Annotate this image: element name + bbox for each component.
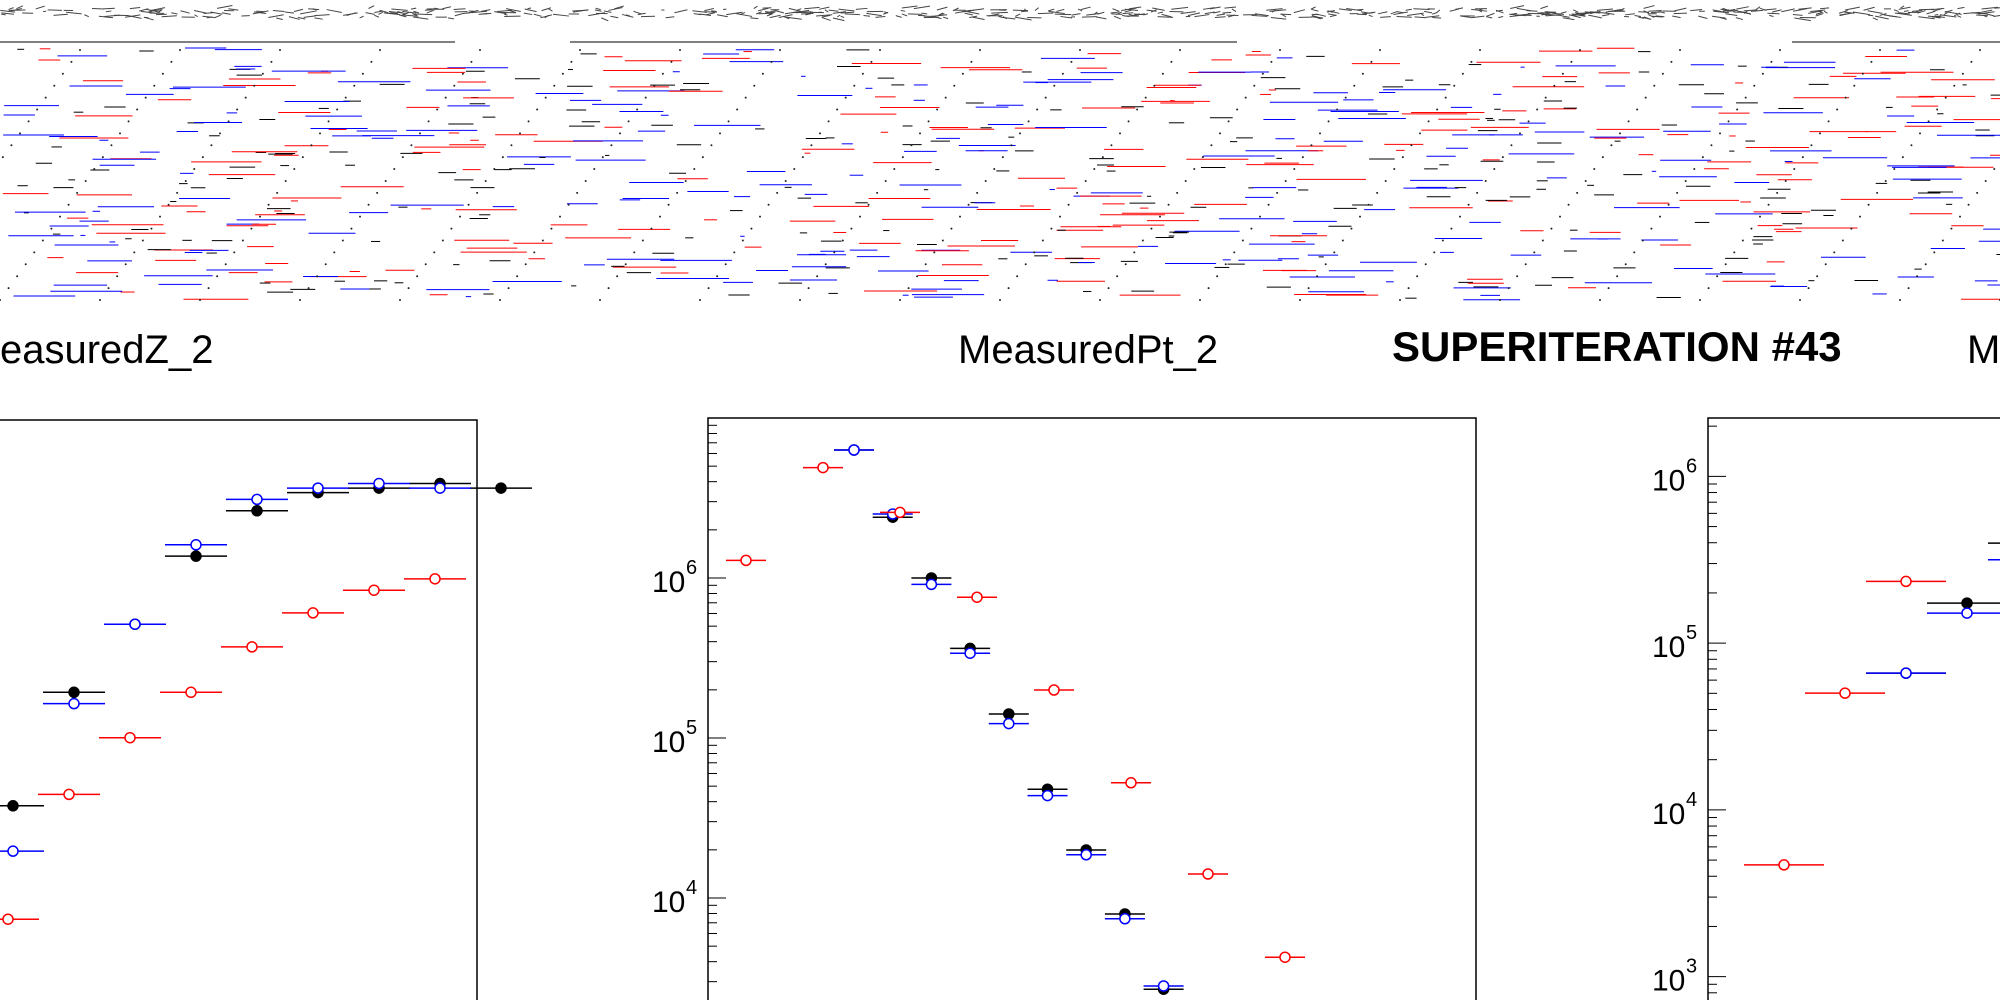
red-point (1778, 859, 1790, 871)
y-tick-label-exponent: 4 (1686, 789, 1697, 811)
blue-point (964, 647, 976, 659)
red-point (1900, 575, 1912, 588)
red-point (124, 731, 136, 744)
y-tick-label: 10 (1652, 631, 1685, 664)
blue-point (373, 477, 385, 490)
plot-title-left: easuredZ_2 (0, 328, 213, 372)
red-point (1839, 687, 1851, 699)
red-point (368, 584, 380, 596)
black-point (495, 482, 507, 494)
blue-point (129, 618, 141, 630)
red-point (894, 506, 906, 519)
black-point (190, 550, 202, 562)
y-tick-label-exponent: 6 (1686, 455, 1697, 477)
blue-point (251, 493, 263, 506)
blue-point (68, 697, 80, 710)
y-tick-label: 10 (1652, 965, 1685, 998)
red-point (429, 573, 441, 585)
blue-point (434, 482, 446, 494)
blue-point (1157, 980, 1170, 992)
red-point (1125, 777, 1137, 789)
red-point (185, 686, 197, 699)
background-panel-strip (0, 5, 2000, 301)
y-tick-label: 10 (652, 726, 685, 759)
y-tick-label: 10 (652, 566, 685, 599)
y-tick-label-exponent: 5 (1686, 622, 1697, 644)
y-tick-label: 10 (652, 886, 685, 919)
y-tick-label-exponent: 3 (1686, 956, 1697, 978)
plot-frame-0 (0, 419, 478, 1000)
black-point (68, 686, 80, 699)
superiteration-banner: SUPERITERATION #43 (1392, 323, 1842, 370)
y-tick-label-exponent: 5 (686, 717, 697, 739)
blue-point (1080, 849, 1092, 861)
red-point (971, 591, 983, 603)
y-tick-label-exponent: 4 (686, 877, 697, 899)
red-point (246, 641, 258, 653)
plot-frame-1 (707, 417, 1477, 1000)
red-point (1279, 951, 1291, 963)
plot-title-middle: MeasuredPt_2 (958, 328, 1218, 372)
plot-title-right: M (1967, 328, 2000, 372)
red-point (1048, 684, 1060, 696)
blue-point (1003, 717, 1015, 730)
blue-point (1041, 789, 1054, 802)
plot-frame-2 (1707, 417, 2000, 1000)
plot-frames (0, 417, 2000, 1000)
red-point (740, 554, 752, 567)
black-point (1003, 708, 1015, 720)
red-point (817, 461, 829, 474)
data-markers (0, 444, 2000, 995)
black-point (251, 505, 263, 517)
y-tick-label: 10 (1652, 798, 1685, 831)
blue-point (190, 539, 202, 551)
blue-point (848, 444, 860, 456)
y-tick-label: 10 (1652, 464, 1685, 497)
red-point (63, 788, 75, 801)
red-point (1202, 868, 1214, 880)
black-point (7, 800, 19, 812)
blue-point (1900, 667, 1912, 679)
blue-point (925, 578, 938, 591)
blue-point (1961, 607, 1973, 619)
axis-ticks: 10 610 510 410 610 510 410 3 (652, 417, 1726, 998)
blue-point (312, 482, 324, 494)
red-point (307, 607, 319, 619)
blue-point (1119, 913, 1131, 925)
black-point (1961, 597, 1973, 609)
y-tick-label-exponent: 6 (686, 557, 697, 579)
red-point (2, 913, 14, 925)
blue-point (7, 845, 19, 857)
